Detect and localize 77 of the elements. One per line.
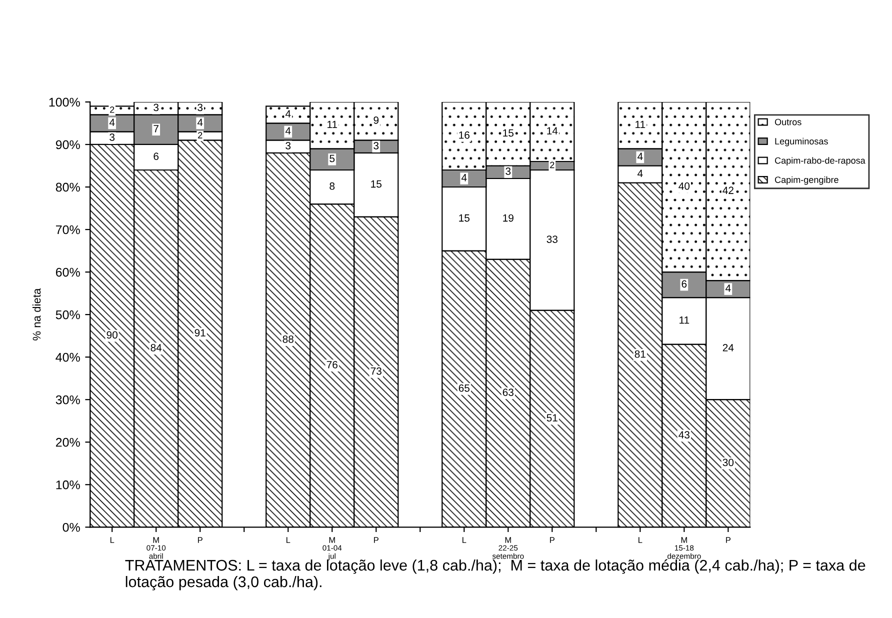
data-label: 40 <box>678 182 690 190</box>
legend-label: Outros <box>774 118 802 126</box>
data-label: 15 <box>371 180 382 188</box>
data-label: 65 <box>458 384 470 392</box>
text: TRATAMENTOS: L = taxa de lotação leve (1,8 cab./ha); M = taxa de lotação média (2,4 cab./ha); P = taxa de lotação pesada (3,0 cab./ha). <box>125 559 866 590</box>
data-label: 3 <box>154 104 159 112</box>
y-tick-label: 90% <box>56 140 80 150</box>
y-tick-label: 0% <box>62 522 80 532</box>
data-label: 4 <box>285 110 291 118</box>
data-label: 4 <box>638 170 643 177</box>
data-label: 24 <box>722 344 734 352</box>
data-label: 4 <box>726 284 731 292</box>
data-label: 88 <box>282 335 294 343</box>
data-label: 4 <box>109 118 115 126</box>
y-tick-label: 50% <box>56 310 80 320</box>
data-label: 11 <box>680 316 690 324</box>
data-label: 3 <box>374 142 379 150</box>
data-label: 91 <box>194 329 206 336</box>
data-label: 3 <box>506 168 511 175</box>
data-label: 4 <box>197 118 203 126</box>
data-label: 4 <box>461 174 467 182</box>
data-label: 4 <box>285 127 291 134</box>
x-tick-label: M <box>329 537 335 543</box>
legend-label: Capim-gengibre <box>775 176 838 185</box>
legend-label: Leguminosas <box>775 138 828 146</box>
data-label: 42 <box>722 186 734 194</box>
data-label: 14 <box>547 127 558 134</box>
y-tick-label: 60% <box>56 268 80 277</box>
data-label: 8 <box>330 182 335 190</box>
data-label: 9 <box>374 116 379 124</box>
data-label: 76 <box>326 361 338 368</box>
y-axis-title: % na dieta <box>32 288 41 340</box>
data-label: 6 <box>154 152 159 160</box>
x-tick-label: M <box>505 537 511 543</box>
data-label: 73 <box>370 367 382 375</box>
data-label: 33 <box>546 236 558 243</box>
data-label: 16 <box>459 131 470 139</box>
data-label: 90 <box>106 331 118 339</box>
data-label: 3 <box>110 134 115 141</box>
data-label: 63 <box>502 388 514 396</box>
data-label: 81 <box>634 350 646 358</box>
legend-label: Capim-rabo-de-raposa <box>775 157 866 166</box>
data-label: 11 <box>636 120 646 128</box>
data-label: 84 <box>150 344 162 352</box>
data-label: 15 <box>459 214 470 222</box>
data-label: 6 <box>682 280 687 288</box>
x-tick-label: P <box>198 537 202 543</box>
y-tick-label: 40% <box>56 352 80 362</box>
y-tick-label: 80% <box>56 182 80 192</box>
data-label: 51 <box>546 414 558 422</box>
x-tick-label: M <box>681 537 687 543</box>
data-label: 11 <box>328 120 338 128</box>
data-label: 3 <box>198 104 203 112</box>
y-tick-label: 70% <box>56 225 80 234</box>
data-label: 15 <box>503 129 514 137</box>
x-tick-label: L <box>286 537 290 543</box>
x-tick-label: L <box>638 537 642 543</box>
data-label: 30 <box>722 458 734 466</box>
data-label: 2 <box>550 162 554 168</box>
data-label: 7 <box>154 125 158 132</box>
x-tick-label: P <box>374 537 378 543</box>
x-tick-label: P <box>726 537 731 543</box>
data-label: 19 <box>503 214 514 222</box>
data-label: 4 <box>638 152 643 160</box>
x-tick-label: P <box>550 537 554 543</box>
x-tick-label: M <box>153 537 159 543</box>
data-label: 5 <box>330 154 335 162</box>
data-label: 3 <box>286 142 291 150</box>
data-label: 43 <box>678 431 690 439</box>
y-tick-label: 20% <box>56 438 80 447</box>
x-tick-label: L <box>462 537 466 543</box>
data-label: 2 <box>110 106 114 113</box>
y-tick-label: 100% <box>49 98 80 107</box>
x-tick-label: L <box>110 537 114 543</box>
y-tick-label: 30% <box>56 395 80 404</box>
y-tick-label: 10% <box>56 480 80 490</box>
data-label: 2 <box>198 132 202 138</box>
